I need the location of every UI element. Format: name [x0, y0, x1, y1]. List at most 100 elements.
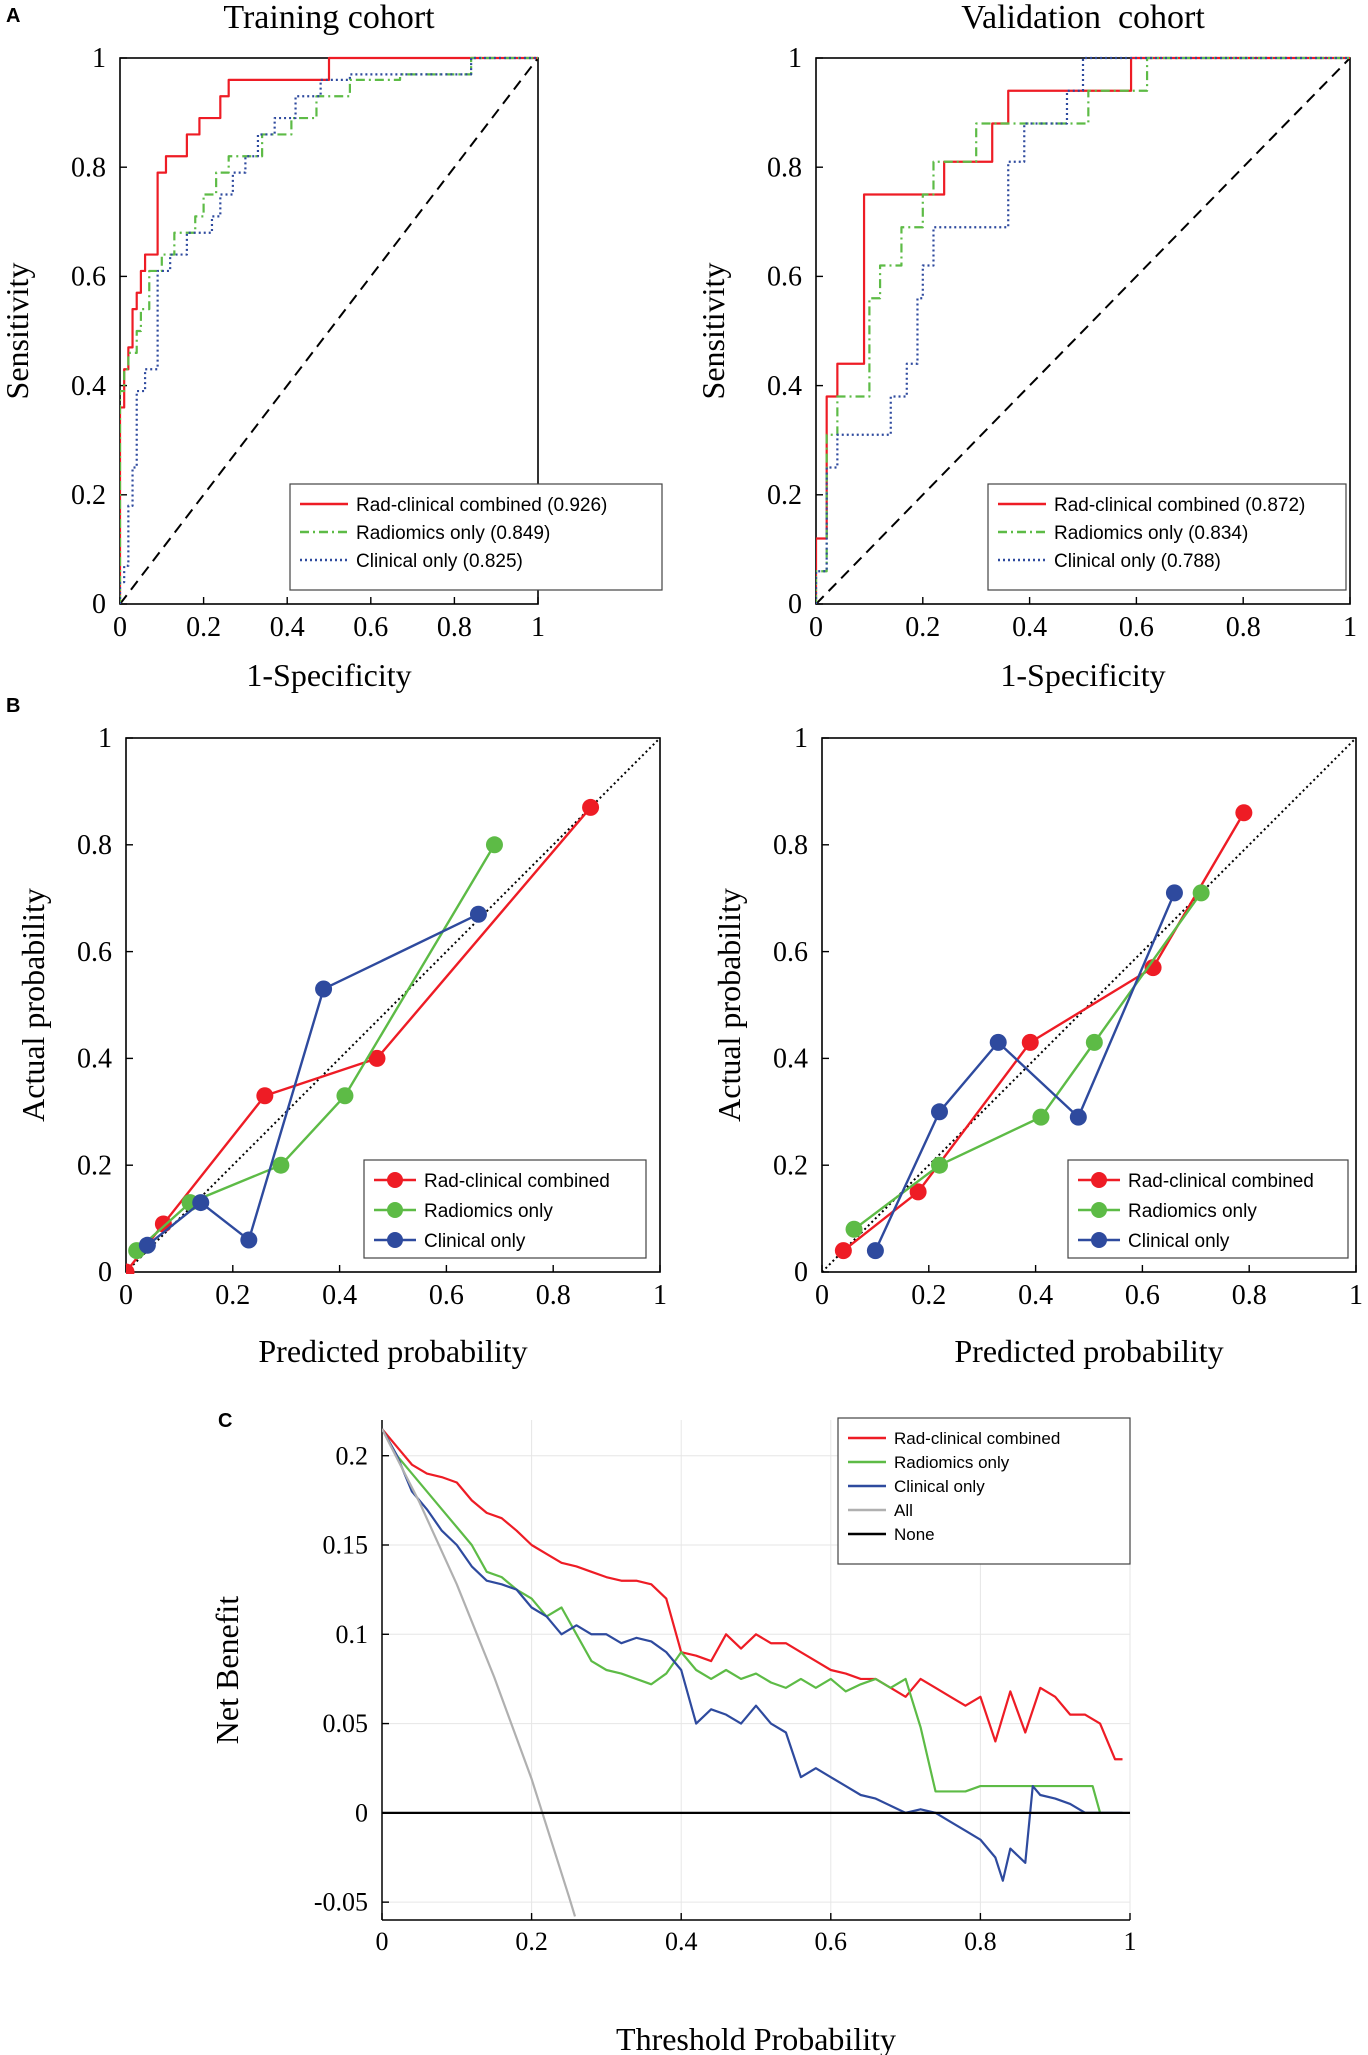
- x-tick-label: 0.6: [1119, 612, 1154, 643]
- plot-frame: [821, 737, 1357, 1273]
- legend-marker: [1091, 1202, 1107, 1218]
- x-tick-label: 0.4: [1018, 1280, 1053, 1311]
- plot-area: [120, 56, 539, 605]
- legend-label: Rad-clinical combined: [1128, 1171, 1314, 1192]
- y-tick-label: 0.4: [77, 1044, 112, 1075]
- decision-curve-chart: 0 0.2 0.4 0.6 0.8 1 -0.05 0 0.05 0.1 0.15 0.2 Thresh…: [209, 1417, 1137, 2055]
- data-point: [154, 1215, 172, 1233]
- legend-marker: [1091, 1172, 1107, 1188]
- legend-label: Clinical only: [424, 1231, 526, 1252]
- x-tick-label: 0.8: [964, 1927, 997, 1956]
- legend-box: [289, 483, 663, 591]
- data-point: [989, 1033, 1007, 1051]
- legend-marker: [387, 1232, 403, 1248]
- data-point: [1144, 959, 1162, 977]
- y-tick-label: 0.6: [71, 262, 106, 293]
- legend-marker: [1091, 1232, 1107, 1248]
- x-tick-label: 0.2: [186, 612, 221, 643]
- data-point: [1085, 1033, 1103, 1051]
- x-tick-label: 1: [531, 612, 545, 643]
- legend-label: Radiomics only: [894, 1453, 1010, 1472]
- data-point: [272, 1156, 290, 1174]
- series-line: [816, 56, 1350, 604]
- legend-label: Clinical only (0.788): [1054, 551, 1221, 572]
- plot-area: [816, 56, 1351, 605]
- x-tick-label: 1: [1349, 1280, 1363, 1311]
- y-tick-label: 0.2: [71, 480, 106, 511]
- y-tick-label: 1: [98, 723, 112, 754]
- y-axis-label: Net Benefit: [209, 1596, 245, 1745]
- y-tick-label: 0: [794, 1257, 808, 1288]
- legend-label: Clinical only (0.825): [356, 551, 523, 572]
- data-point: [1165, 884, 1183, 902]
- series-line: [120, 56, 538, 604]
- plot-area: [822, 737, 1357, 1273]
- y-tick-label: 0.8: [71, 152, 106, 183]
- reference-line: [816, 57, 1351, 605]
- y-tick-label: 0.6: [767, 262, 802, 293]
- data-point: [485, 836, 503, 854]
- x-axis-label: 1-Specificity: [1000, 657, 1165, 693]
- legend-box: [837, 1417, 1131, 1565]
- x-tick-label: 0.4: [665, 1927, 698, 1956]
- data-point: [315, 980, 333, 998]
- y-tick-label: 0.4: [773, 1044, 808, 1075]
- y-tick-label: 1: [794, 723, 808, 754]
- y-tick-label: 0.4: [71, 371, 106, 402]
- legend-label: Rad-clinical combined (0.872): [1054, 495, 1305, 516]
- x-tick-label: 0.8: [1226, 612, 1261, 643]
- x-tick-label: 0.6: [815, 1927, 848, 1956]
- legend-marker: [387, 1202, 403, 1218]
- data-point: [192, 1194, 210, 1212]
- roc-training-chart: 0 0.2 0.4 0.6 0.8 1 0 0.2 0.4 0.6 0.8 1 Training coh…: [0, 0, 663, 693]
- x-tick-label: 0.4: [270, 612, 305, 643]
- series-line: [816, 56, 1350, 604]
- y-tick-label: 0.8: [773, 830, 808, 861]
- plot-area: [126, 737, 661, 1274]
- legend-marker: [387, 1172, 403, 1188]
- y-axis-label: Sensitivity: [695, 263, 731, 400]
- x-tick-label: 0.2: [905, 612, 940, 643]
- y-tick-label: 1: [788, 43, 802, 74]
- data-point: [138, 1236, 156, 1254]
- data-point: [469, 905, 487, 923]
- y-axis-label: Actual probability: [711, 888, 747, 1122]
- legend-label: Rad-clinical combined (0.926): [356, 495, 607, 516]
- y-tick-label: 1: [92, 43, 106, 74]
- x-tick-label: 0.2: [215, 1280, 250, 1311]
- x-axis-label: Predicted probability: [954, 1333, 1223, 1369]
- y-tick-label: 0.15: [323, 1531, 369, 1560]
- y-tick-label: 0: [92, 589, 106, 620]
- panel-label-b: B: [6, 695, 20, 717]
- x-tick-label: 0.8: [437, 612, 472, 643]
- y-tick-label: 0.8: [77, 830, 112, 861]
- data-point: [845, 1220, 863, 1238]
- panel-label-c: C: [218, 1410, 232, 1432]
- legend-label: Rad-clinical combined: [894, 1429, 1060, 1448]
- reference-line: [822, 737, 1357, 1273]
- x-tick-label: 0: [376, 1927, 389, 1956]
- data-point: [909, 1183, 927, 1201]
- calibration-training-chart: 0 0.2 0.4 0.6 0.8 1 0 0.2 0.4 0.6 0.8 1 Predicted pr…: [15, 723, 667, 1369]
- legend-label: Radiomics only (0.849): [356, 523, 550, 544]
- chart-title: Training cohort: [223, 0, 435, 36]
- y-tick-label: 0.8: [767, 152, 802, 183]
- data-point: [1235, 804, 1253, 822]
- legend-label: Rad-clinical combined: [424, 1171, 610, 1192]
- y-tick-label: 0.2: [77, 1150, 112, 1181]
- data-point: [582, 798, 600, 816]
- x-tick-label: 0.6: [353, 612, 388, 643]
- x-tick-label: 0.4: [1012, 612, 1047, 643]
- x-tick-label: 0.4: [322, 1280, 357, 1311]
- legend-label: Radiomics only: [424, 1201, 553, 1222]
- x-tick-label: 1: [1343, 612, 1357, 643]
- x-axis-label: 1-Specificity: [246, 657, 411, 693]
- y-axis-label: Sensitivity: [0, 263, 35, 400]
- x-tick-label: 0: [119, 1280, 133, 1311]
- data-point: [1032, 1108, 1050, 1126]
- data-point: [240, 1231, 258, 1249]
- data-point: [930, 1156, 948, 1174]
- calibration-validation-chart: 0 0.2 0.4 0.6 0.8 1 0 0.2 0.4 0.6 0.8 1 Predicted pr…: [711, 723, 1363, 1369]
- data-point: [1192, 884, 1210, 902]
- y-tick-label: 0: [98, 1257, 112, 1288]
